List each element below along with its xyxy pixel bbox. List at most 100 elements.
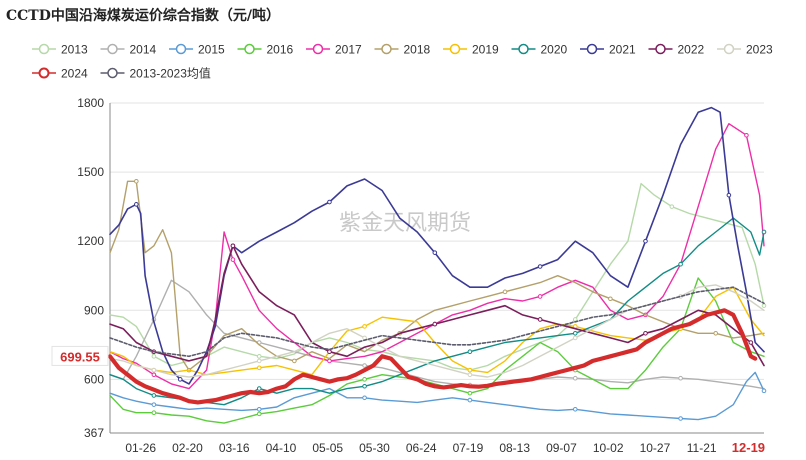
data-point <box>327 199 332 205</box>
legend: 2013 2014 2015 2016 2017 2018 2019 2020 2021 2022… <box>32 43 773 81</box>
legend-label: 2013 <box>61 43 88 57</box>
series-2016 <box>109 277 765 424</box>
data-point <box>713 330 719 336</box>
legend-marker <box>449 43 461 55</box>
legend-item: 2020 <box>511 43 568 57</box>
legend-marker <box>175 43 187 55</box>
data-point <box>177 377 183 382</box>
data-point <box>572 330 578 336</box>
callout-value: 699.55 <box>60 349 100 364</box>
data-point <box>467 367 473 373</box>
data-point <box>230 257 236 262</box>
series-2013 <box>109 182 767 373</box>
x-tick-label: 09-07 <box>546 441 577 455</box>
legend-label: 2018 <box>404 43 431 57</box>
series-2020 <box>109 217 767 406</box>
series-line <box>109 279 765 390</box>
series-2013-2023均值 <box>109 286 765 358</box>
legend-item: 2014 <box>100 43 157 57</box>
legend-marker <box>312 43 324 55</box>
data-point <box>151 367 157 373</box>
legend-label: 2014 <box>130 43 157 57</box>
series-line <box>109 277 765 424</box>
data-point <box>362 377 367 382</box>
legend-label: 2017 <box>335 43 362 57</box>
data-point <box>643 238 648 244</box>
data-point <box>537 317 543 322</box>
latest-value-callout: 699.55 <box>51 345 109 366</box>
data-point <box>744 132 749 138</box>
legend-marker <box>107 43 118 55</box>
x-tick-label: 10-27 <box>640 441 671 455</box>
series-2022 <box>109 243 765 367</box>
series-line <box>109 180 765 371</box>
series-line <box>109 217 765 406</box>
data-point <box>761 229 767 235</box>
data-point <box>151 402 157 407</box>
legend-item: 2024 <box>32 67 88 81</box>
data-point <box>362 395 367 401</box>
legend-item: 2018 <box>374 43 431 57</box>
data-point <box>362 363 367 368</box>
data-point <box>643 330 648 336</box>
y-grid: 367 600 900 1200 1500 1800 <box>77 96 764 440</box>
data-point <box>678 375 683 381</box>
data-point <box>678 261 683 267</box>
data-point <box>467 390 473 396</box>
x-tick-label: 08-13 <box>499 441 530 455</box>
legend-marker <box>38 43 50 55</box>
data-point <box>362 383 367 389</box>
legend-label: 2022 <box>678 43 705 57</box>
data-point <box>537 264 543 269</box>
legend-label: 2020 <box>541 43 568 57</box>
y-tick-label: 1200 <box>77 234 104 248</box>
data-point <box>134 202 139 207</box>
data-point <box>502 289 508 295</box>
data-point <box>572 406 578 412</box>
legend-item: 2013 <box>32 43 88 57</box>
legend-item: 2019 <box>443 43 499 57</box>
series-2014 <box>109 279 765 390</box>
data-point <box>230 243 236 249</box>
y-tick-label: 1500 <box>77 165 104 179</box>
legend-item: 2021 <box>580 43 636 57</box>
series-2015 <box>109 371 767 421</box>
series-2021 <box>109 106 765 385</box>
data-point <box>572 375 578 381</box>
series-line <box>109 371 765 421</box>
data-point <box>608 296 613 302</box>
data-point <box>669 204 675 209</box>
data-point <box>151 393 157 398</box>
series-line <box>107 308 758 405</box>
legend-marker <box>38 67 50 79</box>
legend-label: 2016 <box>267 43 294 57</box>
data-point <box>256 365 262 371</box>
legend-label: 2015 <box>198 43 225 57</box>
x-tick-label: 05-30 <box>359 441 390 455</box>
data-point <box>748 340 754 345</box>
data-point <box>151 354 157 359</box>
legend-label: 2021 <box>609 43 636 57</box>
data-point <box>467 397 473 403</box>
data-point <box>432 250 438 255</box>
y-tick-label: 367 <box>84 426 104 440</box>
x-tick-label: 05-05 <box>312 441 343 455</box>
x-tick-label: 02-20 <box>172 441 203 455</box>
data-point <box>256 406 262 412</box>
series-line <box>109 182 765 371</box>
data-point <box>327 358 332 364</box>
data-point <box>678 416 683 421</box>
legend-marker <box>586 43 598 55</box>
data-point <box>761 388 767 394</box>
legend-item: 2023 <box>717 43 773 57</box>
legend-marker <box>655 43 666 55</box>
legend-label: 2023 <box>746 43 773 57</box>
data-point <box>537 294 543 299</box>
legend-item: 2016 <box>237 43 294 57</box>
legend-label: 2013-2023均值 <box>130 66 211 81</box>
data-point <box>134 178 139 184</box>
data-point <box>256 386 262 391</box>
data-point <box>292 358 297 364</box>
legend-marker <box>518 43 529 55</box>
